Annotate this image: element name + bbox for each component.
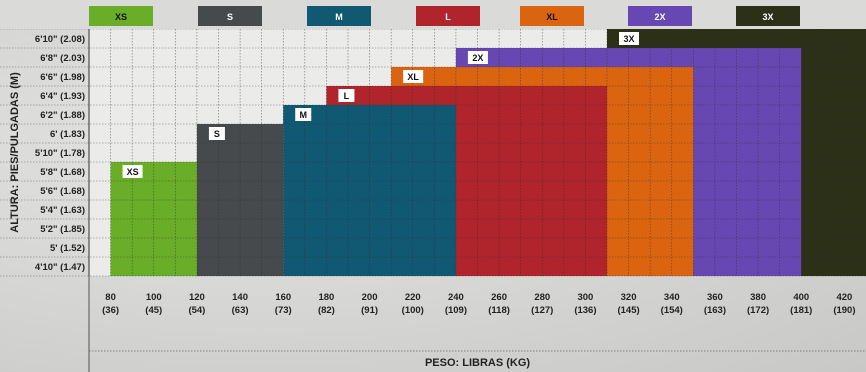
- x-tick-label-kg: (154): [661, 305, 683, 316]
- x-tick-label-lb: 300: [577, 292, 593, 303]
- x-tick-label-kg: (73): [275, 305, 292, 316]
- x-tick-label-lb: 100: [146, 292, 162, 303]
- size-region-label-bg: [338, 89, 355, 102]
- y-tick-label: 4'10" (1.47): [35, 262, 85, 273]
- y-tick-label: 6'4" (1.93): [40, 91, 85, 102]
- x-tick-label-lb: 340: [664, 292, 680, 303]
- y-tick-label: 5'6" (1.68): [40, 186, 85, 197]
- size-region-label: 3X: [623, 34, 634, 44]
- y-tick-label: 5'4" (1.63): [40, 205, 85, 216]
- y-tick-label: 5'2" (1.85): [40, 224, 85, 235]
- x-tick-label-kg: (145): [617, 305, 639, 316]
- legend-swatch-2x: [628, 6, 692, 26]
- legend-swatch-3x: [736, 6, 800, 26]
- size-region-label-bg: [403, 70, 424, 83]
- legend-label: XS: [115, 12, 127, 22]
- x-tick-label-kg: (163): [704, 305, 726, 316]
- size-region-label: L: [344, 91, 350, 101]
- y-tick-label: 6'8" (2.03): [40, 53, 85, 64]
- y-tick-label: 6'10" (2.08): [35, 34, 85, 45]
- grid: [0, 28, 866, 277]
- x-tick-label-kg: (54): [188, 305, 205, 316]
- x-tick-label-kg: (118): [488, 305, 510, 316]
- size-region-label-bg: [122, 165, 143, 178]
- x-tick-label-lb: 400: [793, 292, 809, 303]
- legend-swatch-m: [307, 6, 371, 26]
- legend-label: XL: [546, 12, 558, 22]
- x-tick-label-lb: 260: [491, 292, 507, 303]
- x-tick-label-kg: (172): [747, 305, 769, 316]
- legend-label: 2X: [654, 12, 665, 22]
- x-tick-label-kg: (45): [145, 305, 162, 316]
- size-region-label-bg: [295, 108, 312, 121]
- y-tick-label: 6'6" (1.98): [40, 72, 85, 83]
- y-tick-label: 6' (1.83): [50, 129, 85, 140]
- size-region-label: S: [214, 129, 220, 139]
- x-tick-label-kg: (181): [790, 305, 812, 316]
- x-tick-label-lb: 80: [105, 292, 116, 303]
- x-tick-label-lb: 200: [362, 292, 378, 303]
- x-tick-label-lb: 160: [275, 292, 291, 303]
- legend-label: M: [335, 12, 343, 22]
- size-region-label-bg: [467, 51, 488, 64]
- x-tick-label-lb: 360: [707, 292, 723, 303]
- y-axis-title: ALTURA: PIES/PULGADAS (M): [9, 72, 21, 233]
- x-axis-title: PESO: LIBRAS (KG): [425, 357, 530, 369]
- x-tick-label-lb: 140: [232, 292, 248, 303]
- legend-label: L: [445, 12, 451, 22]
- x-tick-label-lb: 180: [318, 292, 334, 303]
- size-region-label: 2X: [472, 53, 483, 63]
- size-region-label: XS: [127, 167, 139, 177]
- x-tick-label-lb: 420: [836, 292, 852, 303]
- x-tick-label-lb: 320: [621, 292, 637, 303]
- x-tick-label-kg: (91): [361, 305, 378, 316]
- x-tick-label-kg: (100): [402, 305, 424, 316]
- x-tick-label-lb: 240: [448, 292, 464, 303]
- y-tick-label: 5' (1.52): [50, 243, 85, 254]
- size-region-label: M: [300, 110, 308, 120]
- x-tick-label-lb: 220: [405, 292, 421, 303]
- x-tick-label-kg: (190): [833, 305, 855, 316]
- size-region-label: XL: [407, 72, 419, 82]
- legend-label: 3X: [762, 12, 773, 22]
- x-tick-label-kg: (127): [531, 305, 553, 316]
- y-tick-label: 5'10" (1.78): [35, 148, 85, 159]
- x-tick-label-kg: (82): [318, 305, 335, 316]
- x-tick-label-kg: (109): [445, 305, 467, 316]
- size-region-label-bg: [208, 127, 225, 140]
- legend-swatch-s: [198, 6, 262, 26]
- x-tick-label-lb: 120: [189, 292, 205, 303]
- legend-label: S: [227, 12, 233, 22]
- size-region-label-bg: [619, 32, 639, 45]
- x-tick-label-lb: 280: [534, 292, 550, 303]
- x-tick-label-kg: (36): [102, 305, 119, 316]
- y-tick-label: 5'8" (1.68): [40, 167, 85, 178]
- x-tick-label-kg: (63): [232, 305, 249, 316]
- size-region-m: [283, 105, 456, 276]
- y-tick-label: 6'2" (1.88): [40, 110, 85, 121]
- legend-swatch-l: [416, 6, 480, 26]
- x-tick-label-lb: 380: [750, 292, 766, 303]
- legend-swatch-xs: [89, 6, 153, 26]
- x-tick-label-kg: (136): [574, 305, 596, 316]
- legend-swatch-xl: [520, 6, 584, 26]
